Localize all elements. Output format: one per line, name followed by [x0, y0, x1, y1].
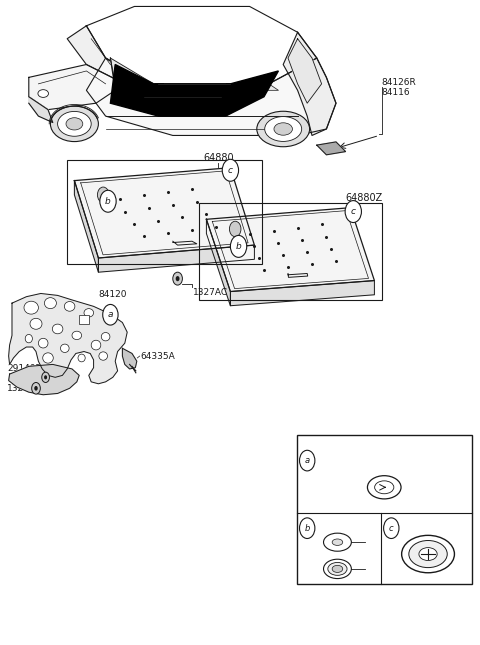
Ellipse shape	[43, 353, 53, 363]
Text: 64880Z: 64880Z	[346, 193, 383, 203]
Polygon shape	[98, 245, 254, 272]
Circle shape	[384, 518, 399, 539]
Text: 84120: 84120	[98, 290, 127, 299]
Text: c: c	[389, 524, 394, 533]
Ellipse shape	[324, 533, 351, 551]
Ellipse shape	[60, 344, 69, 352]
Ellipse shape	[101, 332, 110, 341]
Polygon shape	[230, 84, 278, 90]
Ellipse shape	[44, 297, 57, 309]
Circle shape	[300, 518, 315, 539]
Polygon shape	[288, 39, 322, 103]
Ellipse shape	[66, 117, 83, 130]
Ellipse shape	[78, 354, 85, 362]
Ellipse shape	[368, 476, 401, 499]
Circle shape	[34, 386, 38, 391]
Polygon shape	[206, 219, 230, 306]
Text: a: a	[305, 456, 310, 465]
Ellipse shape	[84, 308, 94, 317]
Ellipse shape	[402, 535, 455, 573]
Polygon shape	[74, 181, 98, 272]
Polygon shape	[9, 293, 127, 384]
Circle shape	[176, 276, 180, 281]
Text: 64880: 64880	[203, 152, 234, 163]
Text: 84219E: 84219E	[367, 564, 399, 573]
Circle shape	[100, 190, 116, 212]
Ellipse shape	[264, 117, 302, 141]
Bar	[67, 160, 262, 264]
Circle shape	[345, 201, 361, 223]
Text: 84126R: 84126R	[382, 78, 416, 87]
Ellipse shape	[257, 112, 310, 147]
Text: b: b	[304, 524, 310, 533]
Bar	[79, 315, 89, 324]
Bar	[297, 435, 472, 584]
Circle shape	[97, 187, 109, 203]
Text: 84116: 84116	[382, 88, 410, 97]
Circle shape	[103, 304, 118, 325]
Ellipse shape	[25, 334, 32, 343]
Ellipse shape	[328, 562, 347, 575]
Ellipse shape	[274, 123, 292, 135]
Ellipse shape	[72, 332, 82, 340]
Polygon shape	[230, 281, 374, 306]
Text: c: c	[228, 166, 233, 175]
Ellipse shape	[332, 539, 343, 546]
Ellipse shape	[24, 301, 38, 314]
Text: b: b	[105, 197, 111, 206]
Ellipse shape	[52, 324, 63, 334]
Polygon shape	[74, 168, 254, 258]
Ellipse shape	[64, 302, 75, 311]
Ellipse shape	[58, 112, 91, 136]
Text: 1327AC: 1327AC	[7, 384, 42, 393]
Polygon shape	[206, 208, 374, 292]
Polygon shape	[163, 84, 226, 90]
Ellipse shape	[38, 90, 48, 97]
Polygon shape	[29, 97, 53, 123]
Polygon shape	[29, 64, 125, 110]
Circle shape	[173, 272, 182, 285]
Circle shape	[229, 221, 241, 237]
Text: 29140B: 29140B	[7, 364, 42, 373]
Polygon shape	[122, 348, 137, 369]
Polygon shape	[110, 58, 158, 90]
Circle shape	[222, 159, 239, 181]
Circle shape	[300, 450, 315, 471]
Ellipse shape	[374, 481, 394, 494]
Ellipse shape	[30, 319, 42, 330]
Polygon shape	[283, 32, 336, 135]
Ellipse shape	[332, 565, 343, 573]
Polygon shape	[110, 64, 278, 116]
Circle shape	[32, 382, 40, 394]
Bar	[199, 203, 382, 300]
Ellipse shape	[99, 352, 108, 360]
Polygon shape	[86, 6, 317, 84]
Circle shape	[42, 372, 49, 382]
Text: 64335A: 64335A	[140, 352, 175, 361]
Polygon shape	[67, 26, 134, 84]
Ellipse shape	[91, 340, 101, 350]
Ellipse shape	[324, 559, 351, 579]
Ellipse shape	[409, 541, 447, 568]
Polygon shape	[86, 58, 336, 135]
Ellipse shape	[38, 338, 48, 348]
Text: b: b	[236, 242, 241, 251]
Text: 1327AC: 1327AC	[193, 288, 228, 297]
Text: 84220U: 84220U	[367, 538, 400, 547]
Text: a: a	[108, 310, 113, 319]
Text: 84136: 84136	[409, 524, 438, 533]
Polygon shape	[317, 142, 346, 155]
Polygon shape	[9, 364, 79, 395]
Text: 84147: 84147	[325, 456, 354, 465]
Text: c: c	[351, 207, 356, 216]
Circle shape	[44, 375, 47, 379]
Circle shape	[230, 235, 247, 257]
Ellipse shape	[50, 106, 98, 141]
Ellipse shape	[419, 548, 437, 561]
